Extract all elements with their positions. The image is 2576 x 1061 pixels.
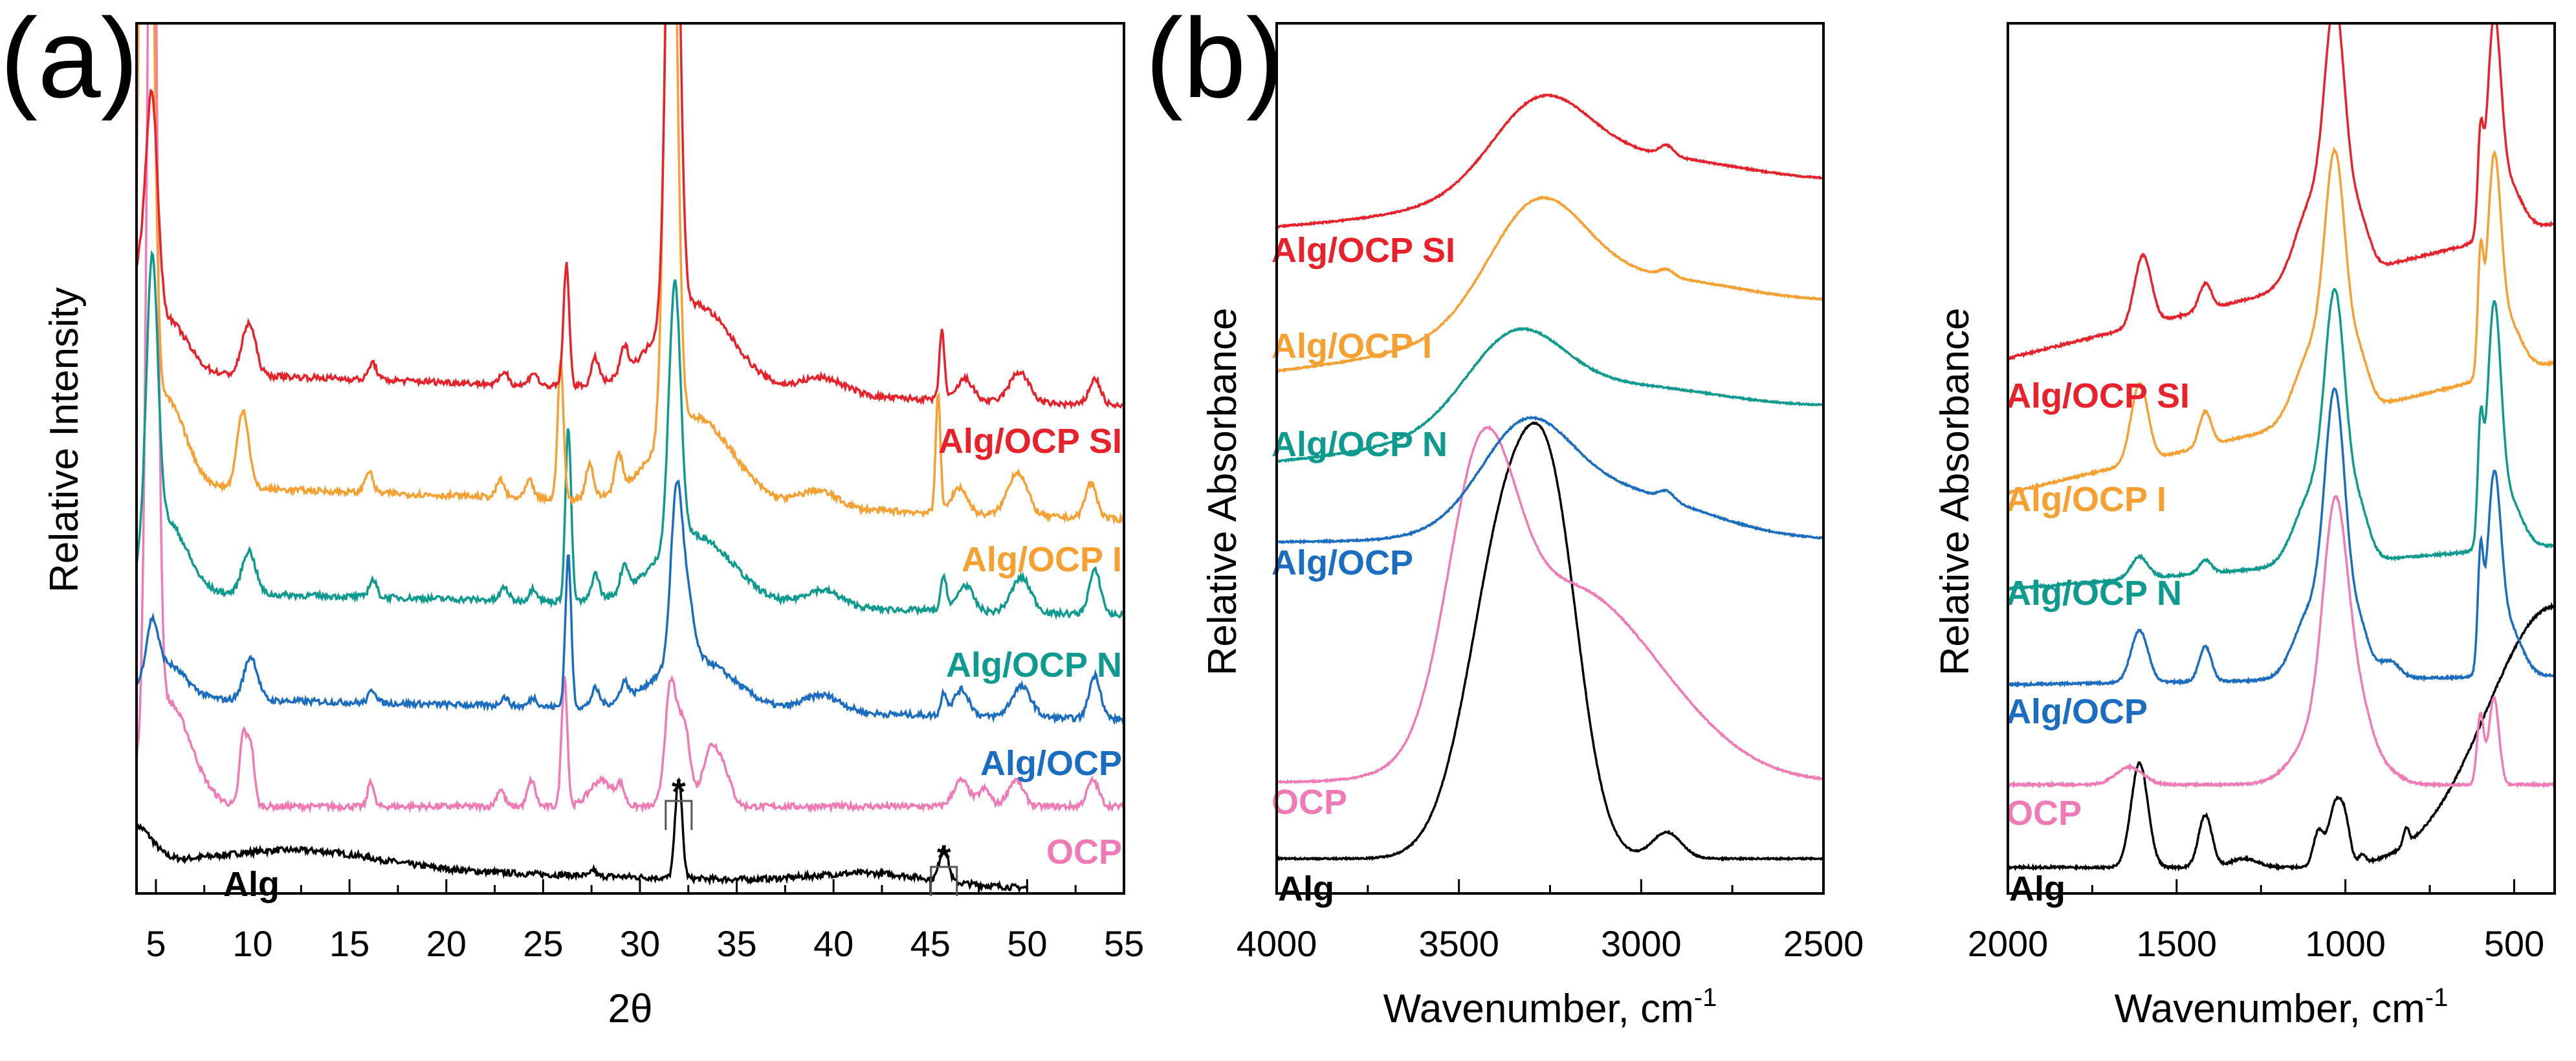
x-tick-label: 40 — [813, 923, 853, 964]
x-tick-label: 35 — [716, 923, 756, 964]
series-line-alg-ocp — [1277, 415, 1823, 545]
x-axis-title: Wavenumber, cm-1 — [2115, 983, 2449, 1031]
series-line-alg-ocp-si — [1277, 93, 1823, 229]
plot-frame — [135, 22, 1125, 895]
series-label: Alg/OCP SI — [2006, 377, 2190, 415]
x-tick-label: 15 — [329, 923, 369, 964]
series-label: OCP — [2006, 794, 2082, 833]
x-axis-title: Wavenumber, cm-1 — [1383, 983, 1717, 1031]
x-tick-label: 1000 — [2305, 923, 2386, 964]
series-line-alg-ocp — [2008, 386, 2555, 689]
series-label: Alg/OCP I — [1271, 327, 1432, 366]
panel-label-a: (a) — [0, 0, 138, 122]
series-line-ocp — [2008, 494, 2555, 789]
series-line-alg-ocp-n — [1277, 326, 1823, 464]
series-label: Alg — [2009, 870, 2065, 908]
peak-asterisk: * — [672, 771, 686, 812]
panel-label-b: (b) — [1145, 0, 1284, 122]
series-label: Alg/OCP — [2006, 692, 2148, 731]
x-tick-label: 30 — [620, 923, 660, 964]
series-label: OCP — [1271, 783, 1347, 822]
series-line-ocp — [137, 23, 1124, 814]
x-tick-label: 55 — [1104, 923, 1144, 964]
series-label: Alg — [1278, 870, 1334, 908]
x-tick-label: 4000 — [1237, 923, 1317, 964]
peak-bracket — [930, 866, 958, 896]
series-label: Alg — [223, 865, 280, 904]
series-line-alg-ocp-si — [137, 23, 1124, 410]
x-tick-label: 50 — [1007, 923, 1047, 964]
y-axis-title: Relative Absorbance — [1200, 308, 1245, 676]
series-line-alg-ocp — [137, 479, 1124, 726]
series-line-alg-ocp-si — [2008, 23, 2555, 361]
series-line-alg — [2008, 602, 2555, 872]
series-label: Alg/OCP I — [962, 540, 1122, 579]
series-label: OCP — [1046, 833, 1122, 871]
series-label: Alg/OCP I — [2006, 480, 2166, 519]
series-line-alg-ocp-i — [1277, 195, 1823, 373]
series-line-alg-ocp-i — [2008, 146, 2555, 496]
series-label: Alg/OCP N — [946, 646, 1122, 684]
series-line-ocp — [1277, 424, 1823, 784]
series-label: Alg/OCP N — [1271, 425, 1448, 464]
series-line-alg-ocp-n — [2008, 288, 2555, 591]
peak-asterisk: * — [937, 837, 951, 878]
x-tick-label: 45 — [910, 923, 951, 964]
series-label: Alg/OCP SI — [938, 422, 1122, 461]
x-tick-label: 2500 — [1783, 923, 1864, 964]
y-axis-title: Relative Absorbance — [1933, 308, 1977, 676]
series-label: Alg/OCP N — [2006, 574, 2182, 613]
series-line-alg — [137, 776, 1028, 893]
series-label: Alg/OCP — [980, 744, 1122, 783]
x-axis-title: 2θ — [608, 987, 653, 1031]
series-line-alg-ocp-i — [137, 23, 1124, 525]
peak-bracket — [665, 800, 693, 830]
x-tick-label: 500 — [2484, 923, 2544, 964]
x-tick-label: 25 — [523, 923, 563, 964]
x-tick-label: 2000 — [1968, 923, 2049, 964]
x-tick-label: 1500 — [2137, 923, 2218, 964]
x-tick-label: 5 — [146, 923, 166, 964]
series-label: Alg/OCP — [1271, 543, 1413, 582]
x-tick-label: 3000 — [1601, 923, 1682, 964]
series-label: Alg/OCP SI — [1271, 231, 1455, 270]
x-tick-label: 10 — [232, 923, 272, 964]
plot-frame — [2007, 22, 2556, 895]
xrd-plot: Alg OCP Alg/OCP Alg/OCP N Alg/OCP I Alg/OCP S… — [42, 22, 1144, 1031]
x-tick-label: 20 — [426, 923, 467, 964]
y-axis-title: Relative Intensity — [42, 287, 87, 593]
series-line-alg-ocp-n — [137, 250, 1124, 620]
ftir-low-plot: Alg OCP Alg/OCP Alg/OCP N Alg/OCP I Alg/OCP S… — [1933, 22, 2556, 1031]
x-tick-label: 3500 — [1418, 923, 1499, 964]
series-line-alg — [1277, 421, 1823, 862]
ftir-high-plot: Alg OCP Alg/OCP Alg/OCP N Alg/OCP I Alg/OCP S… — [1200, 22, 1864, 1031]
